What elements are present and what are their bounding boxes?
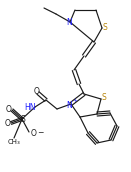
Text: O: O <box>34 87 40 95</box>
Text: S: S <box>102 93 106 101</box>
Text: N: N <box>66 18 72 26</box>
Text: −: − <box>37 128 43 137</box>
Text: O: O <box>31 130 37 138</box>
Text: O: O <box>5 120 11 128</box>
Text: S: S <box>103 23 107 31</box>
Text: +: + <box>72 99 78 104</box>
Text: O: O <box>6 105 12 114</box>
Text: N: N <box>66 100 72 110</box>
Text: HN: HN <box>24 104 36 112</box>
Text: S: S <box>21 115 25 123</box>
Text: CH₃: CH₃ <box>8 139 20 145</box>
